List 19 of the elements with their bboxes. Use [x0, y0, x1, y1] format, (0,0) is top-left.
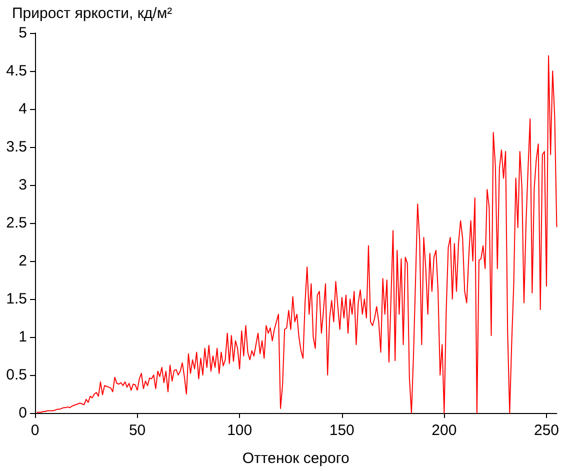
y-tick-label: 3: [18, 176, 27, 194]
x-tick-label: 200: [432, 422, 457, 439]
x-tick-label: 50: [128, 422, 146, 439]
y-tick-label: 2: [18, 252, 27, 270]
x-tick-label: 250: [534, 422, 559, 439]
x-axis-title: Оттенок серого: [242, 450, 350, 467]
y-tick-label: 5: [18, 24, 27, 42]
y-tick-label: 4: [18, 100, 27, 118]
y-tick-label: 2.5: [6, 214, 27, 232]
y-tick-label: 4.5: [6, 62, 27, 80]
y-tick-label: 1.5: [6, 290, 27, 308]
y-tick-label: 3.5: [6, 138, 27, 156]
y-axis-title: Прирост яркости, кд/м²: [12, 5, 172, 22]
y-tick-label: 0: [18, 404, 27, 422]
x-tick-label: 0: [30, 422, 40, 439]
y-tick-label: 0.5: [6, 366, 27, 384]
x-tick-label: 100: [227, 422, 252, 439]
x-tick-label: 150: [329, 422, 354, 439]
y-tick-label: 1: [18, 328, 27, 346]
